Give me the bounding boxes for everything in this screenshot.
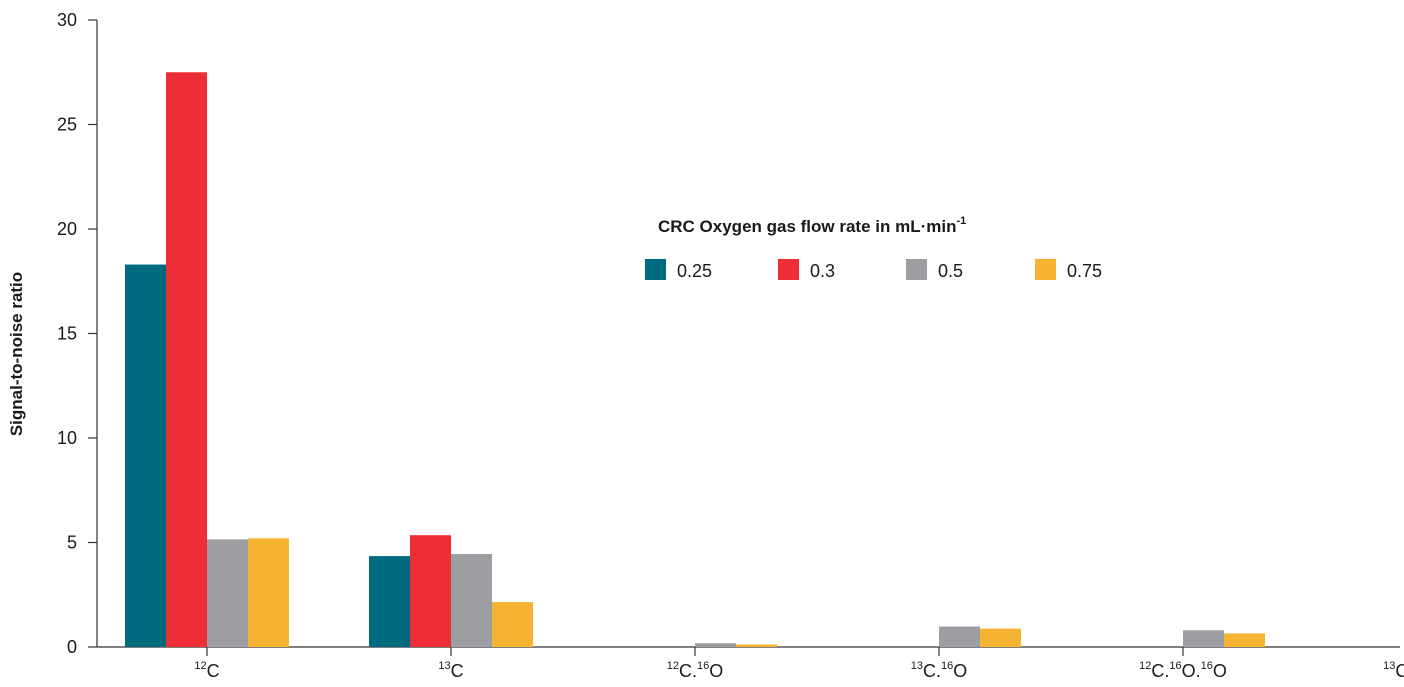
x-tick-label: 12C.16O.16O — [1139, 660, 1227, 681]
legend: CRC Oxygen gas flow rate in mL·min-1 0.2… — [645, 215, 1102, 281]
legend-item: 0.3 — [778, 259, 835, 281]
legend-label: 0.25 — [677, 261, 712, 281]
x-tick-label-text: C. — [1151, 661, 1169, 681]
bar-0_75-3 — [980, 628, 1021, 647]
legend-item: 0.75 — [1035, 259, 1102, 281]
x-tick-label: 13C.16O — [911, 660, 968, 681]
y-tick-label: 15 — [57, 324, 77, 344]
x-tick-label-text: O. — [1182, 661, 1201, 681]
x-tick-label: 12C — [194, 660, 219, 681]
y-tick-label: 20 — [57, 219, 77, 239]
x-tick-label-text: C. — [923, 661, 941, 681]
legend-label: 0.75 — [1067, 261, 1102, 281]
bar-0_75-2 — [736, 644, 777, 647]
y-tick-label: 10 — [57, 428, 77, 448]
y-tick-label: 25 — [57, 115, 77, 135]
x-tick-label: 13C — [438, 660, 463, 681]
x-tick-label-sup: 12 — [667, 660, 679, 672]
legend-swatch — [906, 259, 927, 280]
y-tick-label: 0 — [67, 637, 77, 657]
legend-items: 0.25 0.3 0.5 0.75 — [645, 259, 1102, 281]
bar-0_5-4 — [1183, 630, 1224, 647]
legend-swatch — [645, 259, 666, 280]
legend-item: 0.5 — [906, 259, 963, 281]
x-tick-label-sup: 13 — [911, 660, 923, 672]
x-tick-label-sup: 16 — [1201, 660, 1213, 672]
bar-0_5-2 — [695, 643, 736, 647]
x-axis: 12C13C12C.16O13C.16O12C.16O.16O13C.16O.1… — [97, 646, 1404, 681]
x-tick-label-text: C. — [1395, 661, 1404, 681]
y-tick-label: 30 — [57, 10, 77, 30]
legend-title-main: CRC Oxygen gas flow rate in mL·min — [658, 217, 957, 236]
legend-title: CRC Oxygen gas flow rate in mL·min-1 — [658, 215, 966, 236]
x-tick-label-text: O — [709, 661, 723, 681]
bars — [125, 72, 1265, 647]
x-tick-label-sup: 12 — [1139, 660, 1151, 672]
x-tick-label-sup: 13 — [1383, 660, 1395, 672]
bar-0_25-0 — [125, 264, 166, 647]
legend-title-sup: -1 — [957, 215, 967, 227]
x-tick-label-sup: 12 — [194, 660, 206, 672]
bar-0_75-0 — [248, 538, 289, 647]
bar-0_3-0 — [166, 72, 207, 647]
x-tick-label-text: C. — [679, 661, 697, 681]
bar-0_75-1 — [492, 602, 533, 647]
bar-0_75-4 — [1224, 633, 1265, 647]
x-tick-label-sup: 16 — [697, 660, 709, 672]
y-tick-label: 5 — [67, 533, 77, 553]
legend-item: 0.25 — [645, 259, 712, 281]
x-tick-label-text: O — [953, 661, 967, 681]
bar-0_5-3 — [939, 626, 980, 647]
legend-label: 0.3 — [810, 261, 835, 281]
x-tick-label-sup: 16 — [941, 660, 953, 672]
x-tick-label: 13C.16O.16O — [1383, 660, 1404, 681]
x-tick-label-text: O — [1213, 661, 1227, 681]
legend-swatch — [778, 259, 799, 280]
x-tick-label-text: C — [207, 661, 220, 681]
x-tick-label-text: C — [451, 661, 464, 681]
legend-label: 0.5 — [938, 261, 963, 281]
x-tick-label: 12C.16O — [667, 660, 724, 681]
bar-0_25-1 — [369, 556, 410, 647]
x-tick-label-sup: 13 — [438, 660, 450, 672]
bar-0_5-0 — [207, 539, 248, 647]
bar-0_3-1 — [410, 535, 451, 647]
y-axis-title: Signal-to-noise ratio — [7, 272, 26, 436]
bar-0_5-1 — [451, 553, 492, 647]
y-axis: 0 5 10 15 20 25 30 — [57, 10, 98, 657]
legend-swatch — [1035, 259, 1056, 280]
x-tick-label-sup: 16 — [1169, 660, 1181, 672]
